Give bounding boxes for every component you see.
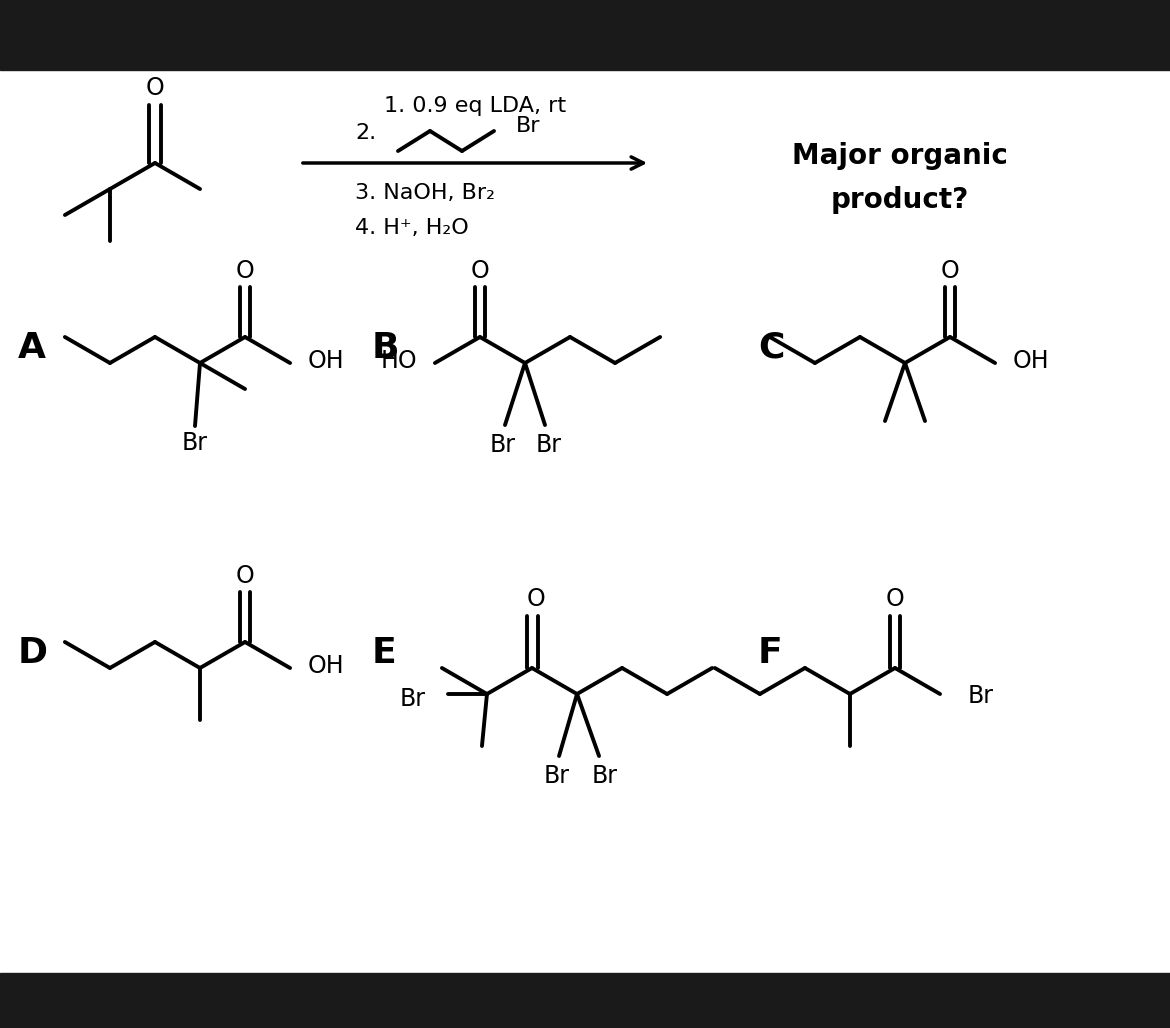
Text: Br: Br	[544, 764, 570, 788]
Text: Br: Br	[400, 687, 426, 711]
Text: Br: Br	[516, 116, 541, 136]
Text: O: O	[235, 564, 254, 588]
Text: O: O	[235, 259, 254, 283]
Text: A: A	[18, 331, 46, 365]
Text: 2.: 2.	[355, 123, 376, 143]
Text: OH: OH	[308, 654, 345, 678]
Text: product?: product?	[831, 186, 969, 214]
Text: 3. NaOH, Br₂: 3. NaOH, Br₂	[355, 183, 495, 203]
Text: F: F	[758, 636, 783, 670]
Text: 1. 0.9 eq LDA, rt: 1. 0.9 eq LDA, rt	[384, 96, 566, 116]
Text: OH: OH	[1013, 348, 1049, 373]
Text: B: B	[372, 331, 399, 365]
Text: Br: Br	[592, 764, 618, 788]
Text: Major organic: Major organic	[792, 142, 1007, 170]
Text: Br: Br	[183, 431, 208, 455]
Text: Br: Br	[536, 433, 562, 457]
Text: Br: Br	[490, 433, 516, 457]
Text: O: O	[886, 587, 904, 611]
Bar	[0, 972, 1170, 1028]
Text: D: D	[18, 636, 48, 670]
Text: O: O	[941, 259, 959, 283]
Text: O: O	[526, 587, 545, 611]
Bar	[0, 0, 1170, 70]
Text: Br: Br	[968, 684, 994, 708]
Text: HO: HO	[380, 348, 417, 373]
Text: OH: OH	[308, 348, 345, 373]
Text: C: C	[758, 331, 784, 365]
Text: O: O	[145, 76, 164, 100]
Text: O: O	[470, 259, 489, 283]
Text: E: E	[372, 636, 397, 670]
Text: 4. H⁺, H₂O: 4. H⁺, H₂O	[355, 218, 469, 238]
